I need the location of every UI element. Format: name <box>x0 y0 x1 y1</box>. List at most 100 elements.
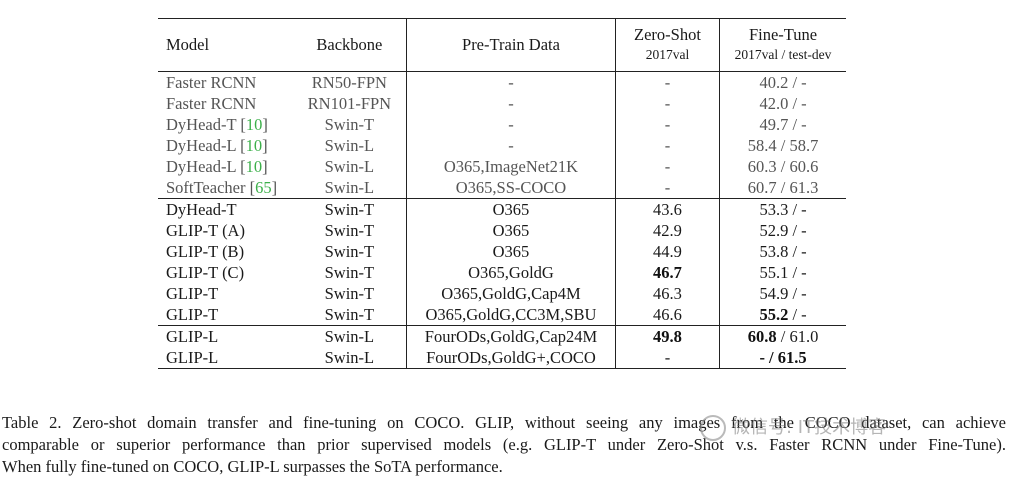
cell-backbone: RN50-FPN <box>311 73 387 92</box>
cell-zeroshot: - <box>615 347 721 369</box>
best-finetune-test: 61.5 <box>777 348 807 367</box>
header-zeroshot-title: Zero-Shot <box>634 25 701 44</box>
cell-finetune: 52.9 / - <box>720 220 846 241</box>
cell-data: O365 <box>406 220 616 241</box>
cell-finetune: 53.8 / - <box>720 241 846 262</box>
finetune-test: / - <box>788 263 807 282</box>
cell-model: GLIP-T (B) <box>166 242 245 261</box>
finetune-test: / - <box>788 221 807 240</box>
table-row: Faster RCNN RN50-FPN - - 40.2 / - <box>158 71 846 93</box>
citation-link[interactable]: 65 <box>255 178 272 197</box>
citation-link[interactable]: 10 <box>245 157 263 176</box>
finetune-val: 52.9 <box>759 221 789 240</box>
header-backbone: Backbone <box>316 35 383 54</box>
finetune-val: 54.9 <box>759 284 789 303</box>
cell-model: DyHead-L [10] <box>166 157 268 176</box>
table-row: DyHead-T [10] Swin-T - - 49.7 / - <box>158 114 846 135</box>
table-row: GLIP-L Swin-L FourODs,GoldG,Cap24M 49.8 … <box>158 325 846 348</box>
cell-backbone: Swin-L <box>324 178 375 197</box>
cell-zeroshot: - <box>615 93 721 114</box>
cell-finetune: 55.2 / - <box>720 304 846 326</box>
cell-backbone: Swin-L <box>324 327 375 346</box>
table-row: Faster RCNN RN101-FPN - - 42.0 / - <box>158 93 846 114</box>
table-caption: Table 2. Zero-shot domain transfer and f… <box>2 412 1006 478</box>
wechat-icon <box>700 415 726 441</box>
table-row: GLIP-T (A) Swin-T O365 42.9 52.9 / - <box>158 220 846 241</box>
cell-data: - <box>406 71 616 93</box>
cell-model: GLIP-T (C) <box>166 263 245 282</box>
cell-model: GLIP-L <box>166 348 219 367</box>
cell-backbone: RN101-FPN <box>307 94 392 113</box>
cell-model: DyHead-T [10] <box>166 115 268 134</box>
cell-backbone: Swin-T <box>324 221 375 240</box>
table-row: GLIP-T (B) Swin-T O365 44.9 53.8 / - <box>158 241 846 262</box>
finetune-val: - / <box>759 348 778 367</box>
cell-data: O365,ImageNet21K <box>406 156 616 177</box>
cell-zeroshot: - <box>615 135 721 156</box>
cell-data: FourODs,GoldG+,COCO <box>406 347 616 369</box>
citation-link[interactable]: 10 <box>245 136 263 155</box>
cell-backbone: Swin-L <box>324 136 375 155</box>
cell-model: GLIP-T <box>166 305 219 324</box>
best-finetune-val: 60.8 <box>747 327 777 346</box>
model-name: DyHead-L <box>166 157 241 176</box>
cell-finetune: 49.7 / - <box>759 115 807 134</box>
cell-model: GLIP-L <box>166 327 219 346</box>
watermark: 微信号: IT技术博客 <box>700 414 1000 442</box>
finetune-val: 53.3 <box>759 200 789 219</box>
table-row: GLIP-L Swin-L FourODs,GoldG+,COCO - - / … <box>158 347 846 369</box>
cell-data: O365,GoldG,CC3M,SBU <box>406 304 616 326</box>
cell-model: DyHead-T <box>166 200 237 219</box>
finetune-test: / - <box>788 305 807 324</box>
cell-zeroshot: - <box>615 156 721 177</box>
cell-zeroshot: 42.9 <box>615 220 721 241</box>
caption-line-1: Table 2. Zero-shot domain transfer and f… <box>2 413 1006 432</box>
cell-backbone: Swin-T <box>324 305 375 324</box>
cell-data: - <box>406 135 616 156</box>
cell-backbone: Swin-T <box>324 115 375 134</box>
cell-model: DyHead-L [10] <box>166 136 268 155</box>
header-finetune: Fine-Tune 2017val / test-dev <box>720 19 846 72</box>
cell-model: Faster RCNN <box>166 94 257 113</box>
cell-finetune: 60.8 / 61.0 <box>720 326 846 348</box>
caption-line-2: comparable or superior performance than … <box>2 435 1006 454</box>
model-name: SoftTeacher <box>166 178 250 197</box>
cell-data: O365,SS-COCO <box>406 177 616 199</box>
table-row: SoftTeacher [65] Swin-L O365,SS-COCO - 6… <box>158 177 846 199</box>
cell-backbone: Swin-T <box>324 242 375 261</box>
cell-data: O365,GoldG <box>406 262 616 283</box>
cell-model: GLIP-T <box>166 284 219 303</box>
table-row: GLIP-T (C) Swin-T O365,GoldG 46.7 55.1 /… <box>158 262 846 283</box>
header-finetune-title: Fine-Tune <box>748 25 818 44</box>
cell-zeroshot: - <box>615 114 721 135</box>
cell-zeroshot: 46.7 <box>615 262 721 283</box>
finetune-test: / - <box>788 200 807 219</box>
cell-backbone: Swin-T <box>324 200 375 219</box>
cell-model: Faster RCNN <box>166 73 257 92</box>
table-row: DyHead-L [10] Swin-L O365,ImageNet21K - … <box>158 156 846 177</box>
best-finetune-val: 55.2 <box>759 305 789 324</box>
cell-backbone: Swin-T <box>324 284 375 303</box>
best-zeroshot: 46.7 <box>653 263 682 282</box>
model-name: DyHead-L <box>166 136 241 155</box>
citation-link[interactable]: 10 <box>245 115 263 134</box>
cell-finetune: - / 61.5 <box>720 347 846 369</box>
finetune-val: 55.1 <box>759 263 789 282</box>
cell-data: O365 <box>406 241 616 262</box>
cell-zeroshot: - <box>615 177 721 199</box>
table-row: DyHead-T Swin-T O365 43.6 53.3 / - <box>158 198 846 220</box>
cell-data: - <box>406 93 616 114</box>
cell-data: - <box>406 114 616 135</box>
caption-line-3: When fully fine-tuned on COCO, GLIP-L su… <box>2 457 503 476</box>
header-model: Model <box>166 35 210 54</box>
cell-finetune: 58.4 / 58.7 <box>747 136 819 155</box>
cell-zeroshot: 46.6 <box>615 304 721 326</box>
header-finetune-sub: 2017val / test-dev <box>734 47 832 62</box>
table-row: DyHead-L [10] Swin-L - - 58.4 / 58.7 <box>158 135 846 156</box>
header-pretrain: Pre-Train Data <box>406 18 616 72</box>
finetune-test: / - <box>788 242 807 261</box>
table-header: Model Backbone Pre-Train Data Zero-Shot … <box>158 18 846 72</box>
finetune-test: / - <box>788 284 807 303</box>
cell-zeroshot: 43.6 <box>615 198 721 220</box>
model-name: DyHead-T <box>166 115 241 134</box>
